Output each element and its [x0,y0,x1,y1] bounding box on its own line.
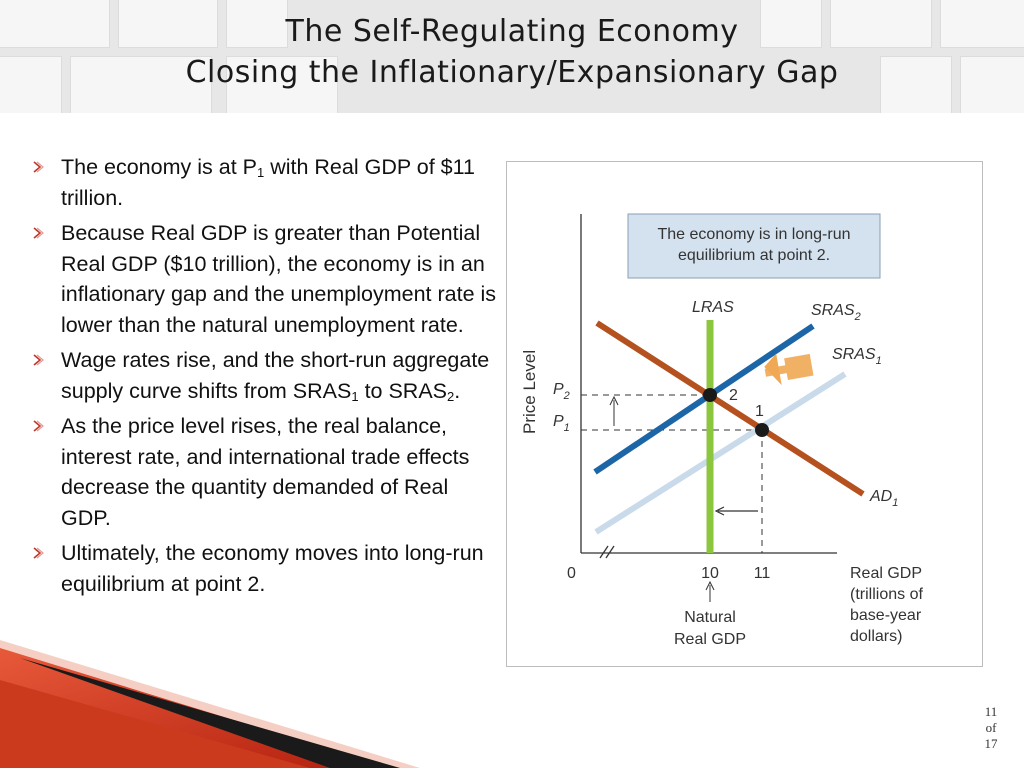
callout-line-2: equilibrium at point 2. [678,247,830,264]
bullet-text: Ultimately, the economy moves into long-… [61,541,484,596]
bullet-text: Wage rates rise, and the short-run aggre… [61,348,490,403]
sras1-curve [594,371,847,535]
natural-gdp-arrowhead [705,580,715,591]
x-tick-11: 11 [754,565,771,582]
bullet-text: to SRAS [358,378,448,403]
diagram-canvas: The economy is in long-run equilibrium a… [520,213,923,648]
lras-label: LRAS [692,299,734,316]
sras2-label: SRAS2 [811,302,861,323]
page-of: of [985,720,997,735]
bullet-subscript: 2 [447,388,455,404]
y-axis-label: Price Level [520,350,539,434]
callout-box [627,213,881,279]
bullet-subscript: 1 [351,388,359,404]
y-tick-p2: P2 [553,381,570,402]
axis-break-mark [599,545,609,559]
ad1-curve [595,320,865,497]
page-current: 11 [984,704,998,719]
bullet-subscript: 1 [256,165,265,180]
chevron-right-icon [33,161,44,173]
bullet-item: Wage rates rise, and the short-run aggre… [28,345,498,406]
origin-label: 0 [567,565,576,582]
bullet-text: The economy is at P [61,155,257,179]
chevron-right-icon [33,354,44,366]
bullet-text: with Real GDP of $11 trillion. [61,155,475,210]
point-2-dot [703,388,717,402]
bullet-item: Ultimately, the economy moves into long-… [28,538,498,599]
title-banner: The Self-Regulating Economy Closing the … [0,0,1024,113]
slide-title-line-2: Closing the Inflationary/Expansionary Ga… [185,55,839,90]
bullet-item: Because Real GDP is greater than Potenti… [28,218,498,340]
price-rise-arrowhead [609,395,619,406]
bullet-item: As the price level rises, the real balan… [28,411,498,533]
callout-line-1: The economy is in long-run [658,226,851,243]
x-axis-label: Real GDP (trillions of base-year dollars) [850,565,923,645]
ad1-label: AD1 [869,488,898,509]
page-number: 11 of 17 [970,704,1012,752]
chevron-right-icon [33,227,44,239]
natural-gdp-label: Natural Real GDP [674,609,746,648]
point-2-label: 2 [729,387,738,404]
bullet-item: The economy is at P1 with Real GDP of $1… [28,152,498,213]
decorative-swoosh [0,640,420,768]
shift-arrowhead [764,353,782,386]
bullet-text: . [454,378,461,403]
y-tick-p1: P1 [553,413,570,434]
bullet-text: As the price level rises, the real balan… [61,414,470,530]
bullet-list: The economy is at P1 with Real GDP of $1… [28,152,498,604]
bullet-text: Because Real GDP is greater than Potenti… [61,221,497,337]
x-tick-10: 10 [701,565,719,582]
page-total: 17 [984,736,998,751]
chevron-right-icon [33,420,44,432]
chevron-right-icon [33,547,44,559]
axis-break-mark [605,545,615,559]
as-ad-diagram: The economy is in long-run equilibrium a… [506,161,983,667]
gdp-fall-arrowhead [714,506,725,516]
point-1-label: 1 [755,403,764,420]
slide-title-line-1: The Self-Regulating Economy [285,14,739,49]
point-1-dot [755,423,769,437]
sras1-label: SRAS1 [832,346,882,367]
sras2-curve [593,323,815,475]
